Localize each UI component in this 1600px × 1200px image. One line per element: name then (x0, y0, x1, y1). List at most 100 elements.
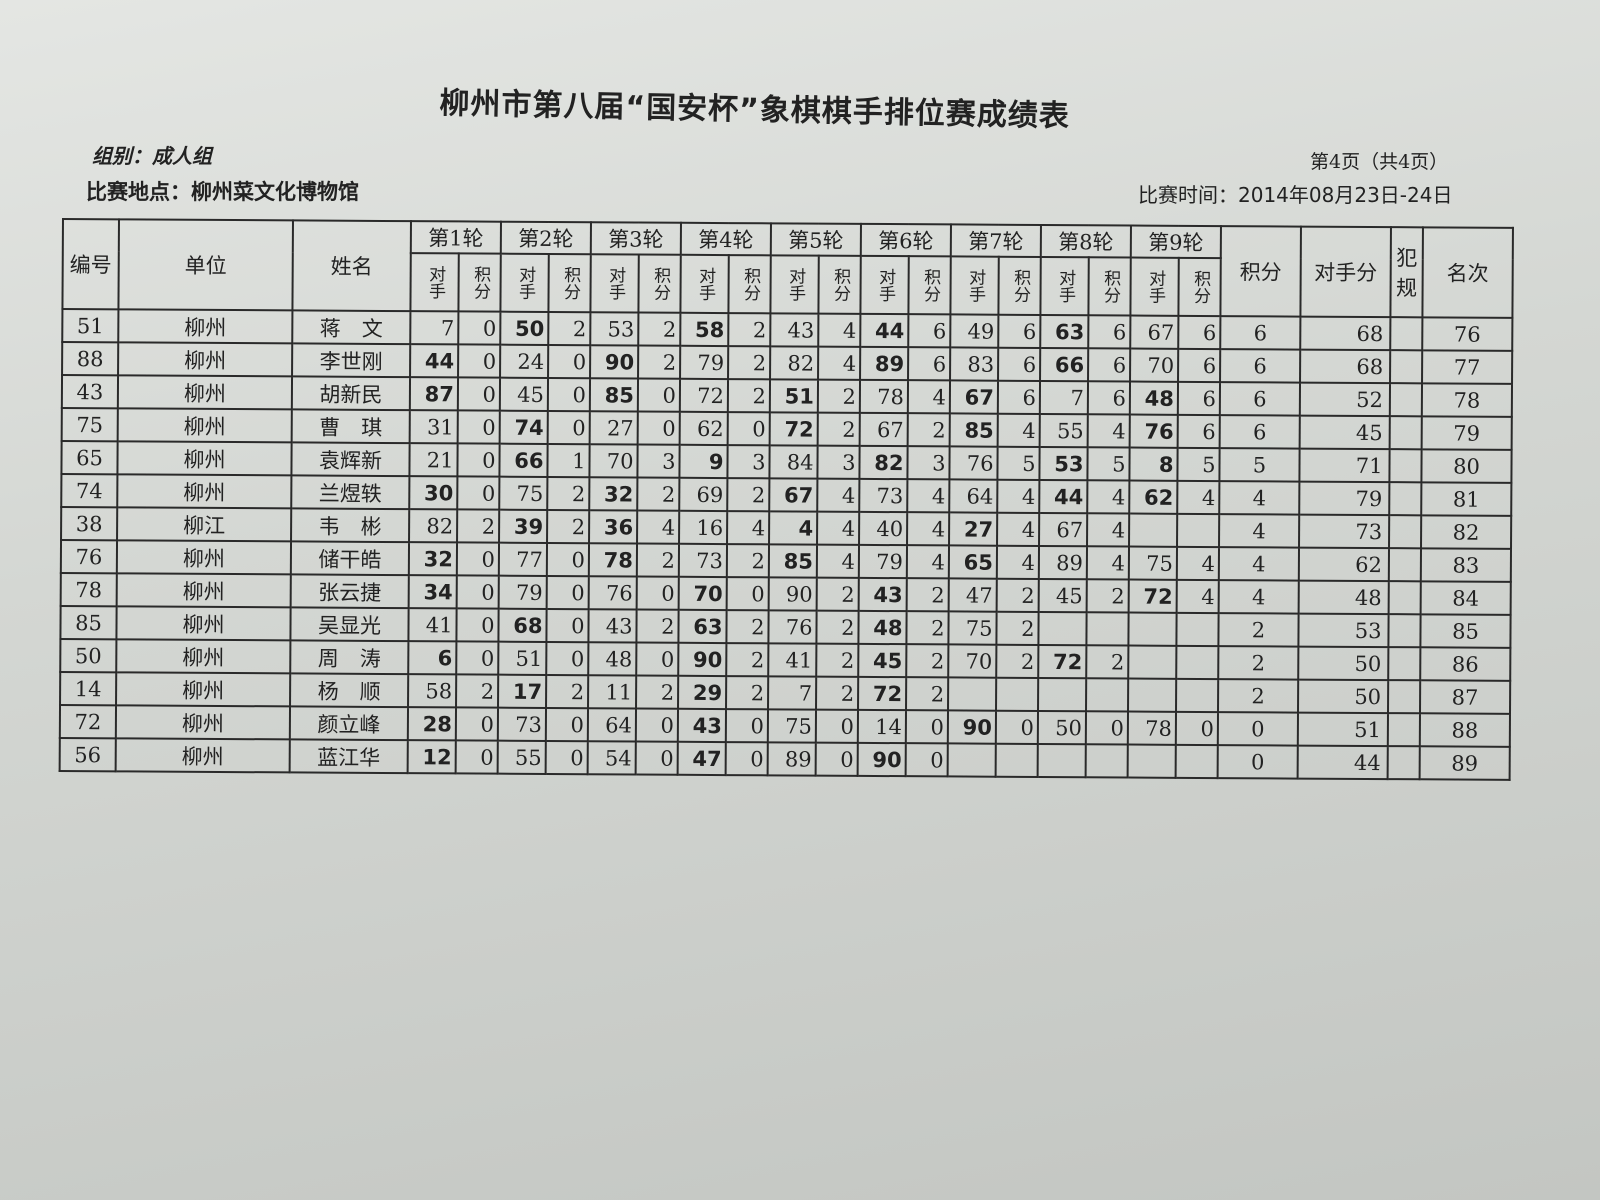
foul-count (1389, 449, 1422, 483)
round-points: 2 (907, 413, 950, 447)
rank: 88 (1419, 713, 1510, 747)
subheader-opponent: 对手 (1130, 257, 1179, 316)
total-points: 2 (1218, 646, 1299, 680)
round-points: 0 (457, 443, 500, 477)
round-points: 0 (546, 608, 589, 643)
total-points: 6 (1219, 415, 1300, 449)
round-points: 6 (1177, 381, 1221, 416)
round-opponent: 45 (499, 377, 549, 411)
round-points: 2 (996, 611, 1039, 645)
round-opponent: 4 (769, 511, 818, 545)
round-points: 2 (727, 478, 770, 512)
round-opponent: 28 (407, 707, 457, 741)
round-points: 4 (997, 512, 1040, 546)
foul-count (1390, 350, 1423, 384)
round-opponent: 68 (498, 608, 547, 642)
round-opponent (1128, 678, 1177, 712)
round-points: 4 (907, 512, 950, 546)
round-opponent: 77 (498, 542, 548, 576)
round-opponent: 70 (948, 644, 997, 678)
round-points: 2 (816, 577, 859, 611)
round-points: 0 (725, 709, 769, 743)
subheader-points: 积分 (728, 255, 771, 314)
player-unit: 柳州 (117, 408, 292, 443)
player-number: 65 (61, 441, 118, 475)
round-opponent (1038, 611, 1087, 646)
round-points: 0 (636, 576, 679, 610)
round-points: 4 (907, 380, 951, 414)
rank: 87 (1419, 680, 1511, 714)
round-opponent: 90 (947, 710, 997, 744)
rank: 79 (1421, 416, 1512, 450)
round-points (1086, 612, 1129, 646)
header-no: 编号 (62, 219, 119, 310)
header-round-6: 第6轮 (860, 223, 951, 257)
subheader-opponent: 对手 (860, 255, 909, 315)
player-name: 周 涛 (290, 640, 409, 675)
round-points: 4 (1176, 546, 1220, 581)
subheader-opponent: 对手 (410, 253, 459, 312)
total-points: 2 (1218, 679, 1299, 713)
round-points: 0 (545, 740, 588, 775)
round-opponent: 27 (949, 512, 998, 546)
round-points: 2 (547, 476, 590, 511)
round-points: 3 (817, 445, 860, 479)
round-points: 2 (996, 644, 1039, 678)
round-points (1085, 744, 1128, 778)
foul-count (1388, 614, 1421, 648)
round-opponent (947, 743, 996, 777)
subheader-opponent: 对手 (680, 254, 729, 314)
round-points: 0 (1175, 711, 1219, 746)
header-opp-score: 对手分 (1300, 226, 1391, 318)
round-opponent: 8 (1129, 447, 1178, 481)
document-title: 柳州市第八届“国安杯”象棋棋手排位赛成绩表 (439, 85, 1071, 135)
round-opponent: 44 (1039, 479, 1088, 514)
round-points: 6 (998, 347, 1041, 381)
round-points: 2 (726, 610, 769, 644)
player-number: 78 (60, 572, 117, 607)
round-points (1176, 612, 1219, 647)
round-opponent: 34 (408, 575, 457, 609)
rank: 78 (1421, 383, 1513, 417)
venue-label: 比赛地点：柳州菜文化博物馆 (86, 180, 359, 204)
round-opponent: 30 (409, 476, 458, 510)
round-opponent: 64 (949, 479, 998, 513)
header-unit: 单位 (118, 219, 293, 311)
round-opponent (948, 677, 997, 711)
round-points: 0 (1085, 711, 1129, 745)
player-name: 李世刚 (292, 343, 411, 378)
subheader-points: 积分 (998, 256, 1041, 315)
round-opponent: 39 (499, 509, 548, 543)
round-opponent: 54 (587, 741, 636, 775)
total-points: 0 (1217, 712, 1299, 746)
foul-count (1390, 317, 1423, 351)
rank: 86 (1420, 647, 1511, 681)
rank: 85 (1420, 614, 1511, 648)
foul-count (1388, 548, 1422, 582)
foul-count (1387, 746, 1420, 780)
round-points: 0 (637, 411, 680, 445)
round-opponent: 70 (1130, 348, 1179, 382)
round-opponent: 76 (1129, 414, 1178, 448)
player-name: 储干皓 (290, 541, 410, 576)
total-points: 6 (1220, 349, 1301, 383)
total-points: 2 (1218, 613, 1299, 647)
round-points: 2 (728, 346, 771, 380)
round-opponent: 48 (858, 610, 907, 645)
round-opponent: 76 (949, 446, 998, 480)
round-opponent: 44 (860, 313, 909, 348)
opponent-score: 52 (1299, 382, 1391, 417)
subheader-points: 积分 (638, 254, 681, 313)
round-points: 0 (815, 742, 858, 776)
foul-count (1389, 515, 1422, 549)
player-name: 张云捷 (290, 574, 409, 609)
opponent-score: 50 (1298, 646, 1389, 681)
round-opponent: 58 (680, 312, 729, 347)
round-points: 2 (726, 643, 769, 677)
subheader-points: 积分 (1178, 257, 1221, 317)
round-opponent: 85 (949, 413, 998, 447)
opponent-score: 51 (1297, 712, 1389, 747)
player-unit: 柳州 (118, 309, 293, 344)
subheader-points: 积分 (548, 253, 591, 313)
round-opponent: 89 (767, 742, 816, 776)
